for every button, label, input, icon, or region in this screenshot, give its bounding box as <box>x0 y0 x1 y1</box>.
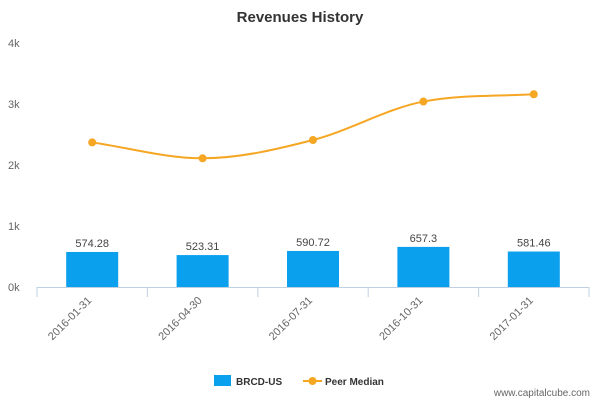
x-tick-label: 2017-01-31 <box>488 295 536 343</box>
bar-data-label: 574.28 <box>75 238 109 250</box>
peer-median-line <box>92 93 534 160</box>
bar-data-label: 657.3 <box>410 233 438 245</box>
bar-data-label: 590.72 <box>296 237 330 249</box>
legend-swatch-brcd-us <box>214 375 231 386</box>
legend-label-brcd-us: BRCD-US <box>236 377 282 388</box>
legend-marker-peer-median <box>308 377 317 385</box>
peer-median-point <box>309 135 317 144</box>
line-series <box>88 90 538 163</box>
y-tick-label: 3k <box>8 99 20 111</box>
legend: BRCD-US Peer Median <box>214 375 384 388</box>
x-tick-label: 2016-07-31 <box>267 295 315 343</box>
y-tick-label: 4k <box>8 38 20 50</box>
x-tick-label: 2016-01-31 <box>46 295 94 343</box>
bar-series: 574.28 523.31 590.72 657.3 581.46 <box>66 233 560 287</box>
x-tick-label: 2016-04-30 <box>156 295 204 343</box>
peer-median-point <box>88 138 97 147</box>
chart-title: Revenues History <box>237 9 364 26</box>
peer-median-point <box>529 90 538 99</box>
x-tick-label: 2016-10-31 <box>377 295 425 343</box>
bar <box>507 251 560 287</box>
peer-median-point <box>419 97 428 106</box>
bar-data-label: 581.46 <box>517 238 551 250</box>
bar <box>397 246 450 287</box>
bar-data-label: 523.31 <box>186 241 220 253</box>
bar <box>176 255 229 287</box>
y-tick-label: 1k <box>8 221 20 233</box>
y-tick-label: 0k <box>8 282 20 294</box>
source-watermark: www.capitalcube.com <box>493 388 590 399</box>
y-axis: 0k 1k 2k 3k 4k <box>8 38 20 294</box>
bar <box>287 250 339 287</box>
x-axis: 2016-01-31 2016-04-30 2016-07-31 2016-10-31… <box>36 287 590 343</box>
y-tick-label: 2k <box>8 160 20 172</box>
legend-label-peer-median: Peer Median <box>325 377 384 388</box>
peer-median-point <box>198 154 207 163</box>
bar <box>66 251 119 287</box>
